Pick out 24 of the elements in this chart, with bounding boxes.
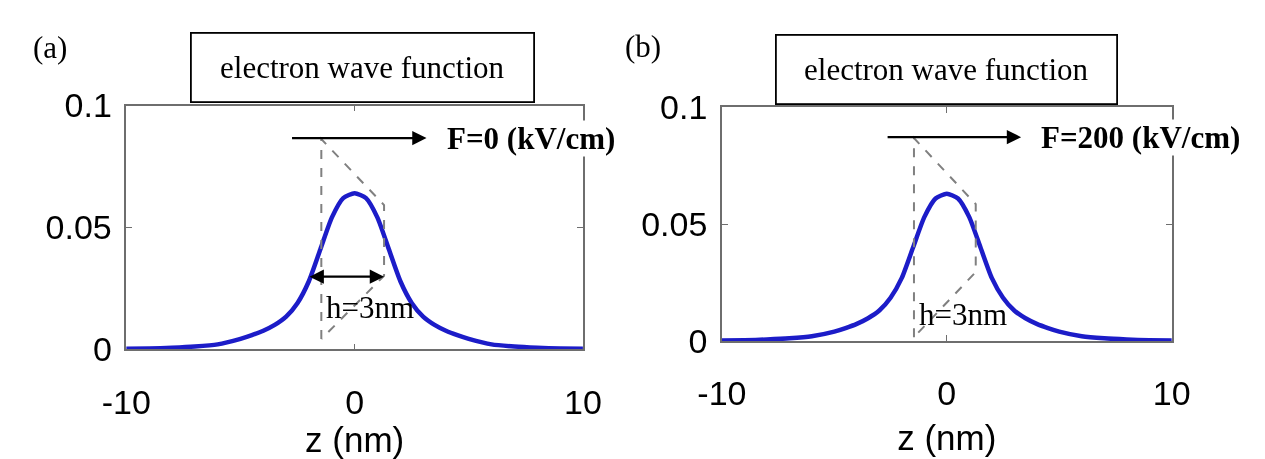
text: (b): [625, 29, 662, 64]
annotation: F=0 (kV/cm): [447, 121, 616, 156]
line-series: [721, 191, 1172, 341]
text: (a): [33, 30, 68, 65]
y-tick-label: 0.1: [660, 88, 708, 127]
y-tick-label: 0.05: [641, 205, 708, 244]
y-tick-label: 0: [688, 321, 708, 360]
x-tick-label: 10: [563, 382, 602, 421]
x-tick-label: 0: [345, 382, 365, 421]
annotation: F=200 (kV/cm): [1041, 120, 1241, 155]
x-tick-label: -10: [697, 374, 747, 413]
annotation: h=3nm: [326, 290, 415, 325]
y-tick-label: 0: [92, 330, 112, 369]
y-tick-label: 0.05: [45, 208, 112, 247]
x-axis-title: z (nm): [305, 420, 405, 459]
chart-title: electron wave function: [804, 51, 1089, 87]
chart-title: electron wave function: [220, 49, 505, 85]
annotation: h=3nm: [919, 297, 1008, 332]
line-series: [126, 191, 583, 350]
x-axis-title: z (nm): [897, 417, 997, 457]
x-tick-label: -10: [101, 382, 151, 421]
x-tick-label: 0: [937, 374, 957, 413]
y-tick-label: 0.1: [64, 86, 112, 125]
x-tick-label: 10: [1152, 374, 1191, 413]
